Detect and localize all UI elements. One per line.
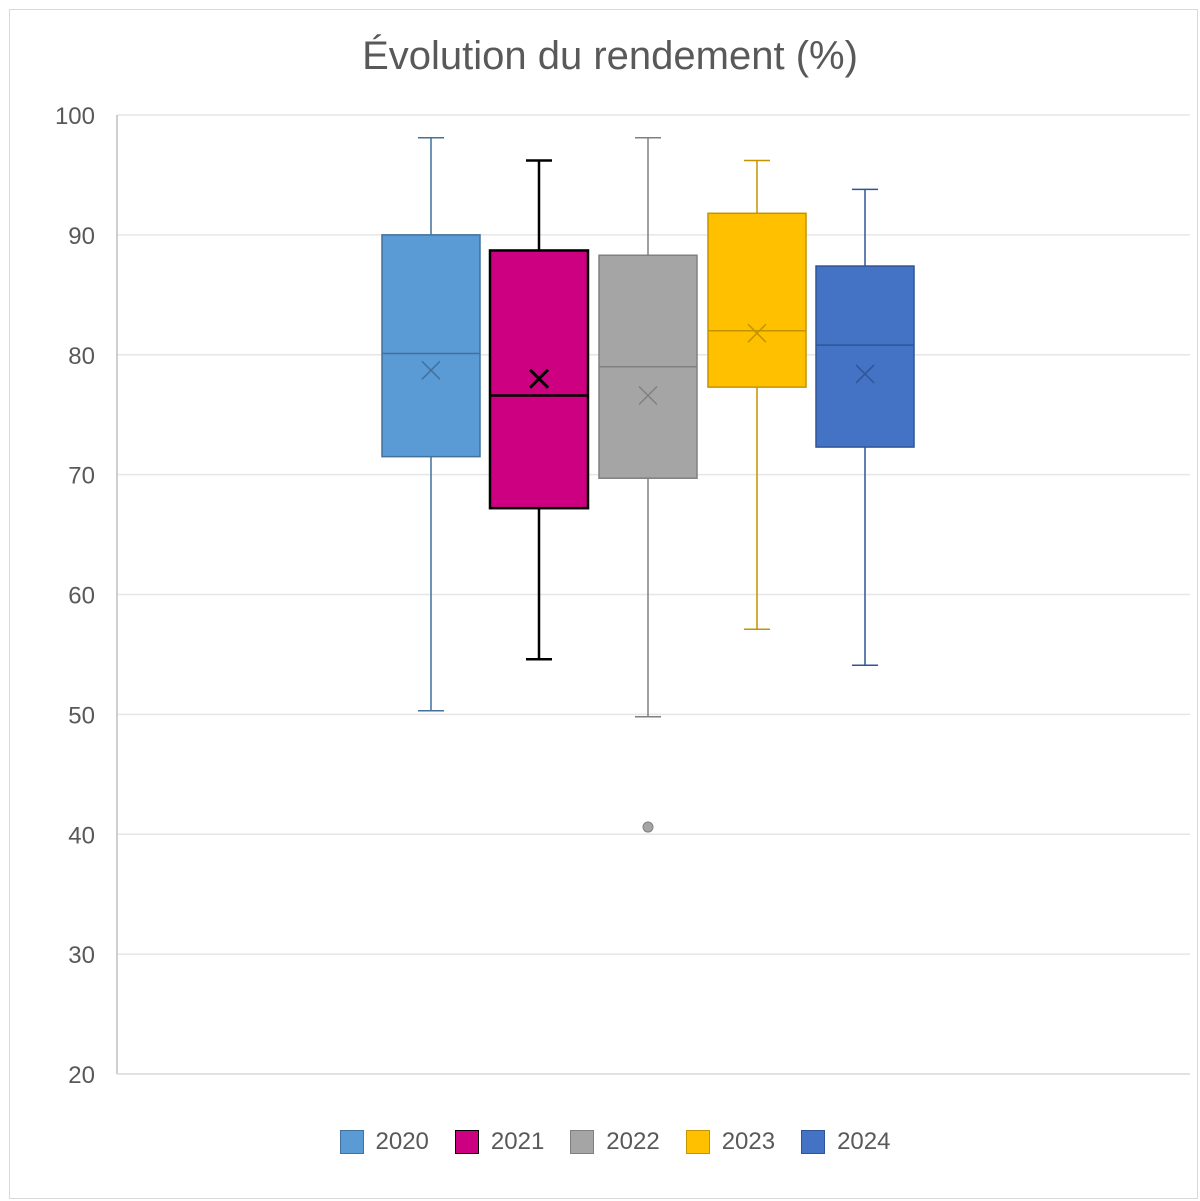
chart-title: Évolution du rendement (%) [362,34,858,78]
mean-marker [421,360,441,380]
mean-marker [638,385,658,406]
mean-marker [747,323,767,343]
y-tick-label: 70 [68,463,95,490]
legend-item: 2021 [454,1128,545,1156]
box [381,234,481,458]
chart-area [9,9,1198,1199]
mean-marker [855,364,875,384]
legend-swatch [570,1130,595,1154]
mean-marker [528,368,550,389]
legend-label: 2020 [375,1128,429,1155]
legend-item: 2020 [339,1128,429,1156]
box [815,265,915,448]
legend-item: 2024 [801,1128,890,1156]
box [707,212,807,388]
y-tick-label: 50 [68,702,95,729]
legend-item: 2022 [570,1128,660,1156]
outlier-point [642,821,654,833]
y-tick-label: 90 [68,223,95,250]
legend-label: 2023 [721,1128,776,1155]
y-tick-label: 60 [68,583,95,610]
legend-label: 2021 [490,1128,545,1155]
legend-swatch [685,1130,710,1154]
legend-swatch [801,1130,826,1154]
legend-swatch [454,1130,479,1154]
y-tick-label: 20 [68,1062,95,1089]
y-tick-label: 40 [68,822,95,849]
legend-label: 2024 [837,1128,891,1155]
y-tick-label: 30 [68,942,95,969]
legend: 2020 2021 2022 2023 2024 [0,1128,1200,1156]
legend-label: 2022 [606,1128,660,1155]
y-tick-label: 80 [68,343,95,370]
y-tick-label: 100 [55,103,95,130]
legend-item: 2023 [685,1128,776,1156]
legend-swatch [339,1130,364,1154]
